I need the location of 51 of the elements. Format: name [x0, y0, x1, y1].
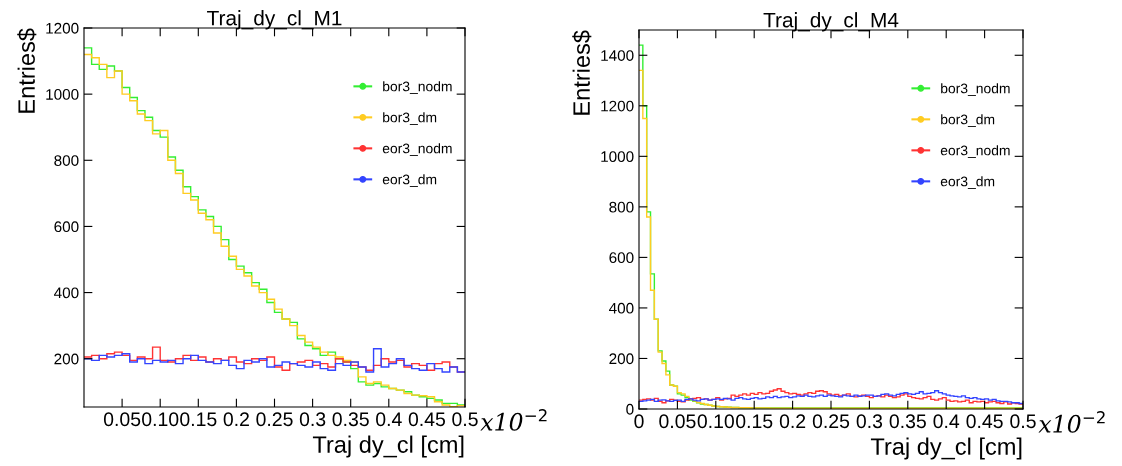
legend-label: bor3_dm: [383, 112, 437, 125]
x-tick-label: 0.4: [376, 412, 402, 427]
chart-title: Traj_dy_cl_M1: [207, 10, 342, 30]
x-tick-label: 0.4: [933, 414, 960, 429]
x-tick-label: 0.05: [659, 414, 696, 429]
x-tick-label: 0.2: [223, 412, 249, 427]
y-tick-label: 1200: [601, 100, 634, 112]
y-tick-label: 800: [54, 155, 79, 166]
y-tick-label: 200: [609, 353, 634, 365]
y-tick-label: 600: [609, 252, 634, 264]
x-tick-label: 0.05: [103, 412, 141, 427]
legend-label: eor3_nodm: [940, 145, 1010, 158]
legend-label: eor3_dm: [382, 174, 437, 187]
y-tick-label: 400: [609, 302, 634, 314]
legend-label: bor3_dm: [941, 114, 995, 127]
x-tick-label: 0.35: [332, 412, 369, 427]
y-tick-label: 400: [54, 287, 79, 299]
x-axis-title: Traj dy_cl [cm]: [870, 437, 1022, 460]
x-tick-label: 0.25: [812, 414, 850, 429]
x-tick-label: 0: [634, 414, 644, 429]
x-tick-label: 0.5: [452, 412, 478, 427]
y-tick-label: 1200: [46, 22, 79, 34]
x-tick-label: 0.25: [256, 412, 293, 427]
x-tick-label: 0.15: [736, 414, 773, 429]
x-tick-label: 0.5: [1010, 414, 1036, 429]
legend-label: eor3_dm: [940, 176, 995, 189]
x-tick-label: 0.10: [142, 412, 179, 427]
y-tick-label: 0: [626, 403, 634, 415]
x-tick-label: 0.2: [779, 414, 806, 429]
y-tick-label: 1000: [601, 151, 634, 163]
y-axis-title: Entries$: [17, 28, 37, 113]
x-tick-label: 0.35: [889, 414, 926, 429]
x-axis-title: Traj dy_cl [cm]: [312, 435, 464, 458]
x-tick-label: 0.10: [697, 414, 734, 429]
y-axis-title: Entries$: [572, 30, 592, 115]
y-tick-label: 1000: [46, 89, 79, 100]
y-tick-label: 200: [54, 353, 79, 365]
x-tick-label: 0.3: [299, 412, 326, 427]
text: x10$^{−2}$: [480, 409, 547, 431]
legend-label: bor3_nodm: [941, 83, 1010, 96]
x-tick-label: 0.45: [408, 412, 446, 427]
text: x10$^{−2}$: [1038, 411, 1105, 433]
y-tick-label: 800: [609, 201, 634, 213]
legend-label: eor3_nodm: [382, 143, 452, 156]
x-tick-label: 0.3: [856, 414, 883, 429]
x-tick-label: 0.45: [966, 414, 1003, 429]
chart-title: Traj_dy_cl_M4: [763, 12, 899, 32]
x-tick-label: 0.15: [180, 412, 217, 427]
legend-label: bor3_nodm: [383, 81, 452, 94]
y-tick-label: 600: [54, 221, 79, 233]
y-tick-label: 1400: [601, 50, 634, 61]
